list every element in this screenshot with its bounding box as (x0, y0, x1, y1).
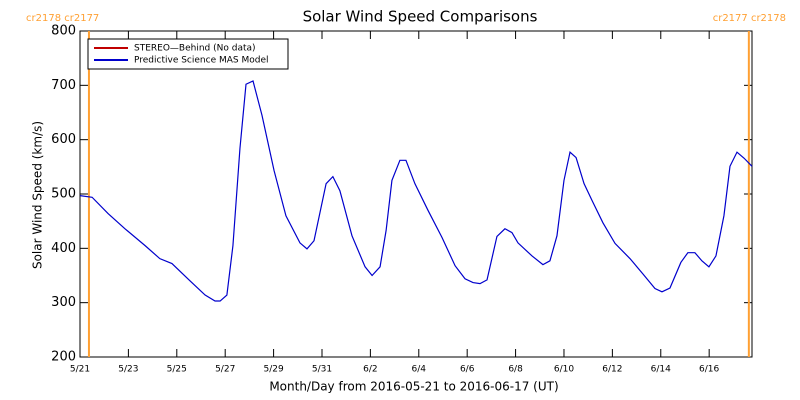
y-tick-label: 500 (51, 187, 76, 202)
x-axis-label: Month/Day from 2016-05-21 to 2016-06-17 … (269, 380, 558, 394)
y-tick-label: 800 (51, 24, 76, 39)
y-tick-label: 200 (51, 350, 76, 365)
series-line (79, 80, 753, 302)
x-tick-label: 6/6 (460, 365, 475, 375)
rotation-label: cr2178 cr2177 (26, 13, 99, 24)
y-tick-label: 700 (51, 78, 76, 93)
x-tick-label: 5/29 (263, 365, 283, 375)
legend-label: Predictive Science MAS Model (134, 56, 269, 66)
x-tick-label: 5/23 (118, 365, 138, 375)
x-tick-label: 5/21 (70, 365, 90, 375)
legend-box (87, 38, 289, 70)
y-tick-label: 600 (51, 132, 76, 147)
x-tick-label: 5/27 (215, 365, 235, 375)
rotation-label: cr2177 cr2178 (713, 13, 786, 24)
x-tick-label: 6/8 (508, 365, 523, 375)
y-axis-label: Solar Wind Speed (km/s) (31, 121, 45, 269)
x-tick-label: 6/4 (412, 365, 427, 375)
chart-title: Solar Wind Speed Comparisons (303, 8, 538, 26)
legend-label: STEREO—Behind (No data) (134, 44, 256, 54)
y-tick-label: 400 (51, 241, 76, 256)
x-tick-label: 6/16 (699, 365, 719, 375)
x-tick-label: 6/2 (363, 365, 377, 375)
y-tick-label: 300 (51, 295, 76, 310)
x-tick-label: 5/25 (167, 365, 187, 375)
x-tick-label: 6/14 (651, 365, 671, 375)
x-tick-label: 6/10 (554, 365, 574, 375)
x-tick-label: 6/12 (602, 365, 622, 375)
x-tick-label: 5/31 (312, 365, 332, 375)
